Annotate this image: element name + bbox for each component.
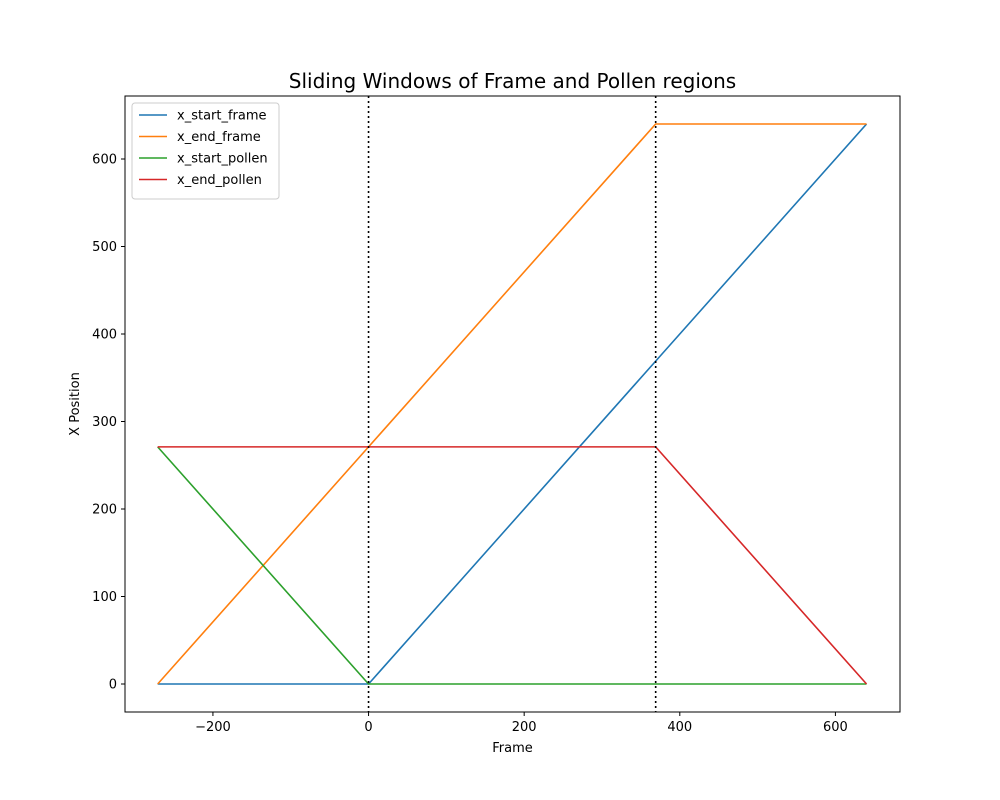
y-tick-label: 300 bbox=[92, 415, 117, 430]
legend-label-x_start_frame: x_start_frame bbox=[177, 109, 267, 124]
y-tick-label: 100 bbox=[92, 590, 117, 605]
series-line-x_start_pollen bbox=[157, 446, 867, 685]
series-line-x_end_pollen bbox=[157, 446, 868, 685]
x-tick-label: 0 bbox=[364, 720, 372, 735]
x-tick-label: −200 bbox=[195, 720, 231, 735]
x-tick-label: 200 bbox=[512, 720, 537, 735]
y-tick-label: 600 bbox=[92, 153, 117, 168]
y-axis-label: X Position bbox=[68, 372, 83, 436]
legend-label-x_end_pollen: x_end_pollen bbox=[177, 173, 262, 188]
y-tick-label: 0 bbox=[109, 678, 117, 693]
y-tick-label: 400 bbox=[92, 328, 117, 343]
legend: x_start_frame x_end_frame x_start_pollen x_… bbox=[131, 102, 280, 200]
y-tick-label: 500 bbox=[92, 240, 117, 255]
legend-label-x_start_pollen: x_start_pollen bbox=[177, 152, 268, 167]
x-tick-label: 600 bbox=[823, 720, 848, 735]
x-tick-label: 400 bbox=[667, 720, 692, 735]
plot-area: −200 0 200 400 600 0 100 200 300 400 500 600 x_start… bbox=[92, 95, 901, 735]
axes-frame bbox=[124, 95, 901, 713]
x-axis-label: Frame bbox=[492, 741, 533, 756]
y-tick-label: 200 bbox=[92, 503, 117, 518]
chart-title: Sliding Windows of Frame and Pollen regi… bbox=[289, 69, 736, 93]
series-line-x_start_frame bbox=[157, 123, 868, 685]
legend-label-x_end_frame: x_end_frame bbox=[177, 130, 261, 145]
legend-box bbox=[131, 102, 280, 200]
